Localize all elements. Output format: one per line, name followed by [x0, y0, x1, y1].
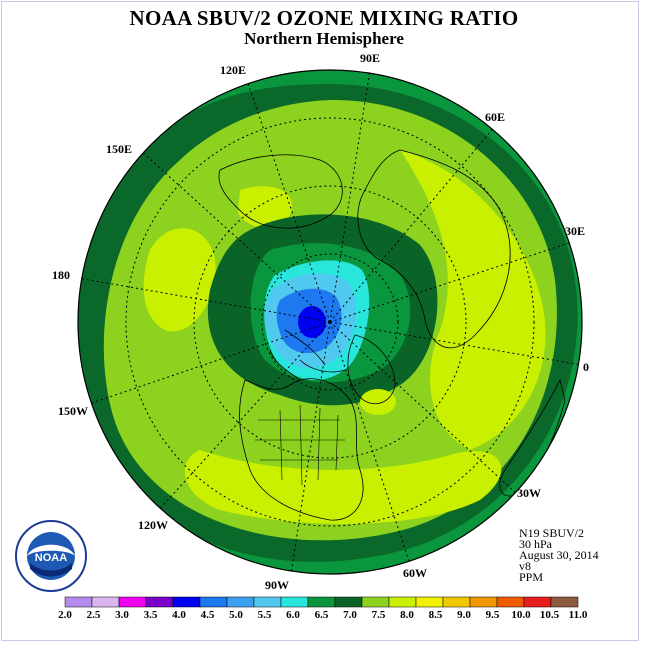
latitude-circle — [125, 117, 535, 527]
colorbar-swatch — [415, 596, 444, 608]
meridian — [144, 321, 331, 526]
info-level: 30 hPa — [519, 537, 552, 551]
lon-label-120e: 120E — [220, 63, 247, 77]
lon-label-180: 180 — [52, 268, 70, 282]
colorbar-swatch — [280, 596, 309, 608]
colorbar-tick-label: 9.5 — [486, 609, 500, 621]
colorbar-tick-label: 4.5 — [201, 609, 215, 621]
lon-label-150e: 150E — [106, 142, 133, 156]
info-date: August 30, 2014 — [519, 548, 599, 562]
colorbar-swatch — [550, 596, 579, 608]
coastline-europe-asia — [357, 149, 511, 349]
colorbar-tick-label: 2.5 — [87, 609, 101, 621]
lon-label-90e: 90E — [360, 51, 381, 65]
colorbar-tick-label: 5.5 — [258, 609, 272, 621]
bright-spot-north — [238, 186, 292, 228]
colorbar-swatch — [226, 596, 255, 608]
latitude-circle — [261, 253, 399, 391]
coastline-arctic-islands — [269, 329, 346, 381]
us-state-borders — [255, 404, 345, 486]
product-info: N19 SBUV/2 30 hPa August 30, 2014 v8 PPM — [519, 526, 599, 584]
colorbar-tick-label: 11.0 — [569, 609, 588, 621]
colorbar-swatch — [307, 596, 336, 608]
colorbar-tick-label: 2.0 — [58, 609, 72, 621]
colorbar-swatch — [172, 596, 201, 608]
map-boundary — [77, 69, 583, 575]
latitude-circle — [193, 185, 467, 459]
bright-band-south — [184, 450, 502, 524]
colorbar-swatch — [523, 596, 552, 608]
lon-label-0: 0 — [583, 360, 589, 374]
colorbar-swatch — [253, 596, 282, 608]
colorbar-swatch — [334, 596, 363, 608]
meridian — [329, 239, 579, 323]
colorbar-swatch — [469, 596, 498, 608]
meridian — [289, 321, 331, 574]
meridian — [79, 321, 331, 408]
colorbar-swatch — [199, 596, 228, 608]
colorbar-swatch — [496, 596, 525, 608]
lon-label-30e: 30E — [565, 224, 586, 238]
noaa-logo-text: NOAA — [35, 552, 67, 564]
info-version: v8 — [519, 559, 531, 573]
info-units: PPM — [519, 570, 544, 584]
coastline-greenland — [347, 334, 396, 405]
colorbar-tick-label: 5.0 — [229, 609, 243, 621]
lon-label-120w: 120W — [138, 518, 168, 532]
colorbar-swatch — [388, 596, 417, 608]
colorbar-tick-label: 4.0 — [172, 609, 186, 621]
lon-label-30w: 30W — [517, 486, 541, 500]
lon-label-60e: 60E — [485, 110, 506, 124]
map-subtitle: Northern Hemisphere — [244, 29, 404, 48]
coastline-north-america — [239, 378, 364, 521]
colorbar-swatch — [145, 596, 174, 608]
figure-frame — [1, 1, 639, 641]
colorbar-tick-label: 3.0 — [115, 609, 129, 621]
lon-label-150w: 150W — [58, 404, 88, 418]
map-title: NOAA SBUV/2 OZONE MIXING RATIO — [129, 6, 519, 30]
colorbar-swatch — [64, 596, 93, 608]
colorbar-tick-label: 7.0 — [343, 609, 357, 621]
meridian — [244, 74, 331, 323]
colorbar-tick-label: 6.5 — [315, 609, 329, 621]
colorbar-tick-label: 10.0 — [511, 609, 531, 621]
meridian — [329, 321, 413, 571]
colorbar-tick-label: 9.0 — [457, 609, 471, 621]
colorbar-tick-label: 8.0 — [400, 609, 414, 621]
lon-label-90w: 90W — [265, 578, 289, 592]
bright-band-east — [400, 150, 546, 450]
coastline-asia-east — [218, 154, 343, 229]
colorbar-swatch — [361, 596, 390, 608]
colorbar-swatch — [442, 596, 471, 608]
lon-label-60w: 60W — [403, 566, 427, 580]
colorbar-tick-label: 3.5 — [144, 609, 158, 621]
colorbar-tick-label: 7.5 — [372, 609, 386, 621]
light-spot — [360, 389, 396, 415]
noaa-logo-icon: NOAA — [15, 520, 87, 592]
colorbar-tick-label: 10.5 — [540, 609, 560, 621]
bright-band-west — [143, 228, 216, 332]
colorbar-swatch — [118, 596, 147, 608]
colorbar-tick-label: 8.5 — [429, 609, 443, 621]
colorbar-swatch — [91, 596, 120, 608]
colorbar-tick-label: 6.0 — [286, 609, 300, 621]
info-satellite: N19 SBUV/2 — [519, 526, 585, 540]
